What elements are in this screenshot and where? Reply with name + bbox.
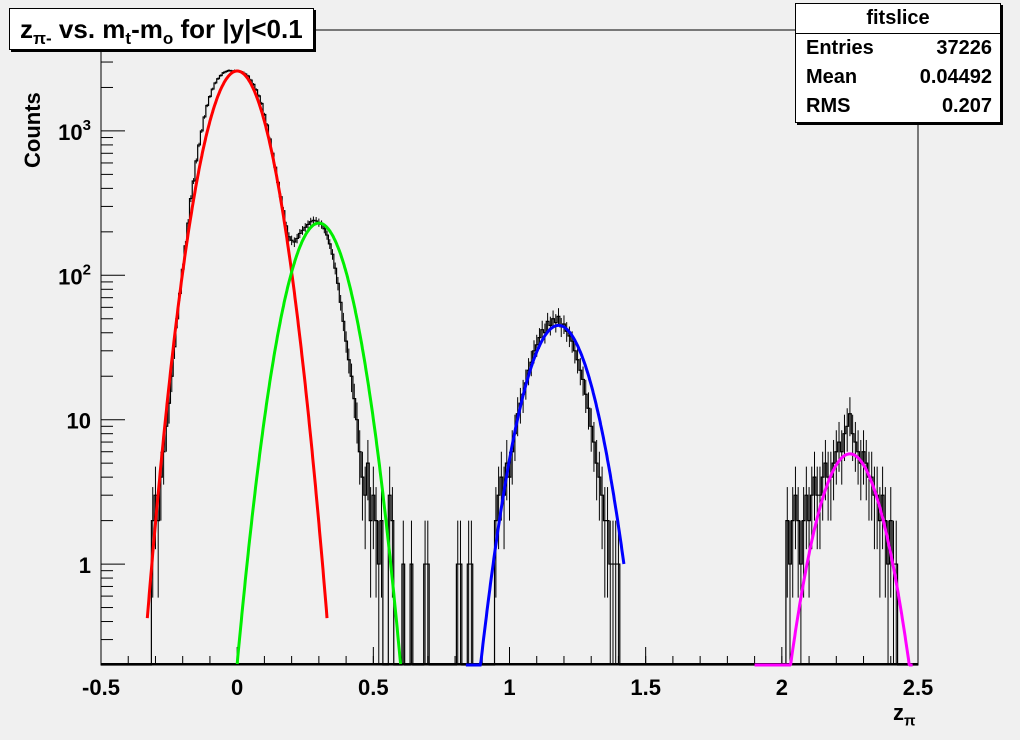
x-tick-label: 1 [503, 675, 515, 700]
stats-value: 0.207 [941, 95, 992, 117]
stats-label: Entries [806, 37, 874, 59]
x-tick-label: 0.5 [358, 675, 389, 700]
x-tick-label: -0.5 [82, 675, 120, 700]
plot-title: zπ- vs. mt-mo for |y|<0.1 [9, 8, 314, 50]
x-tick-label: 2.5 [903, 675, 934, 700]
title-part: z [20, 14, 33, 44]
stats-box: fitslice Entries 37226 Mean 0.04492 RMS … [795, 3, 1001, 123]
title-part: vs. m [51, 14, 126, 44]
title-subscript: t [125, 29, 132, 49]
stats-label: RMS [806, 95, 851, 117]
y-tick-label: 102 [58, 261, 91, 289]
stats-row-mean: Mean 0.04492 [796, 63, 1000, 92]
plot-frame [100, 29, 919, 666]
stats-label: Mean [806, 66, 858, 88]
stats-row-entries: Entries 37226 [796, 34, 1000, 63]
gaussian-fit-curve [465, 323, 626, 667]
y-tick-label: 1 [79, 553, 91, 578]
y-axis-label: Counts [20, 92, 45, 168]
x-axis-label-subscript: π [904, 712, 916, 730]
title-subscript: o [162, 29, 174, 49]
gaussian-fit-curve [145, 69, 329, 619]
stats-name: fitslice [796, 4, 1000, 34]
gaussian-fit-curve [235, 221, 403, 665]
x-axis-label-main: z [893, 700, 904, 725]
title-part: for |y|<0.1 [173, 14, 303, 44]
y-tick-label: 103 [58, 117, 91, 145]
stats-row-rms: RMS 0.207 [796, 92, 1000, 121]
x-tick-label: 1.5 [630, 675, 661, 700]
x-tick-label: 2 [776, 675, 788, 700]
stats-value: 0.04492 [919, 66, 992, 88]
title-subscript: π- [33, 29, 52, 49]
x-axis-label: zπ [893, 700, 915, 729]
x-tick-label: 0 [231, 675, 243, 700]
gaussian-fit-curve [754, 452, 913, 667]
y-tick-label: 10 [67, 409, 91, 434]
stats-value: 37226 [936, 37, 992, 59]
title-part: -m [131, 14, 163, 44]
